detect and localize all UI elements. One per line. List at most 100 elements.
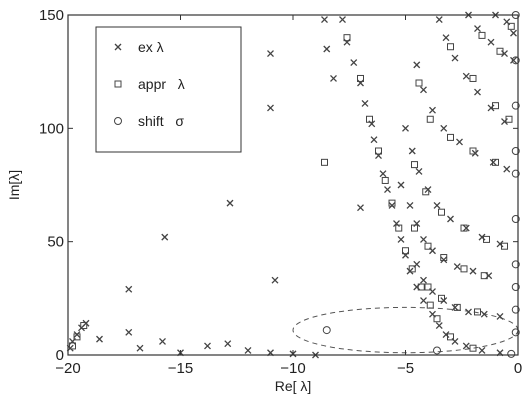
data-point-square <box>424 283 432 291</box>
data-point-x <box>429 247 436 255</box>
data-point-x <box>402 251 409 259</box>
data-point-x <box>406 201 414 209</box>
data-point-x <box>413 220 421 227</box>
data-point-square <box>453 303 461 311</box>
data-point-x <box>496 240 504 248</box>
data-point-square <box>69 342 76 350</box>
data-point-square <box>483 235 490 243</box>
data-point-x <box>267 104 274 112</box>
data-point-square <box>440 254 448 262</box>
data-point-square <box>492 102 499 110</box>
legend: ex λ appr λ shift σ <box>95 26 242 153</box>
data-point-x <box>96 335 103 343</box>
series-circle <box>322 11 520 358</box>
y-tick-label: 150 <box>39 7 64 24</box>
data-point-x <box>465 308 472 316</box>
data-point-square <box>447 43 454 51</box>
data-point-x <box>415 167 423 175</box>
data-point-x <box>469 267 477 275</box>
series-square <box>69 22 515 352</box>
data-point-square <box>408 265 416 273</box>
data-point-x <box>429 288 436 295</box>
x-tick-label: 0 <box>514 360 522 377</box>
data-point-square <box>460 265 468 273</box>
data-point-x <box>375 152 382 159</box>
data-point-circle <box>511 169 520 178</box>
data-point-x <box>339 16 346 23</box>
data-point-square <box>80 322 88 330</box>
data-point-x <box>440 297 448 305</box>
data-point-x <box>510 29 517 37</box>
data-point-square <box>426 301 434 309</box>
data-point-x <box>370 136 378 144</box>
data-point-x <box>330 75 337 82</box>
data-point-square <box>388 199 396 207</box>
data-point-x <box>478 347 486 354</box>
data-point-x <box>204 342 211 350</box>
data-point-x <box>496 313 504 320</box>
data-point-x <box>368 120 376 128</box>
data-point-circle <box>511 328 520 337</box>
x-tick-label: −20 <box>55 360 80 377</box>
data-point-x <box>397 181 405 189</box>
data-point-x <box>433 201 441 209</box>
data-point-square <box>501 242 508 250</box>
data-point-square <box>496 47 504 55</box>
data-point-x <box>440 124 448 132</box>
data-point-x <box>413 260 421 268</box>
data-point-x <box>440 256 448 264</box>
data-point-x <box>323 45 331 53</box>
data-point-circle <box>507 349 516 358</box>
y-axis-label: Im[λ] <box>6 170 22 200</box>
legend-marker-x <box>114 43 122 51</box>
data-point-circle <box>322 326 331 335</box>
x-axis-label: Re[ λ] <box>275 378 312 394</box>
data-point-x <box>485 272 493 280</box>
data-point-square <box>426 115 434 123</box>
data-point-x <box>350 59 358 67</box>
data-point-x <box>480 310 488 318</box>
data-point-x <box>474 25 481 33</box>
data-point-x <box>456 138 463 146</box>
data-point-x <box>451 303 459 311</box>
legend-marker-circle <box>114 117 122 125</box>
data-point-x <box>379 170 387 178</box>
data-point-square <box>469 147 477 155</box>
data-point-x <box>503 165 511 173</box>
data-point-square <box>469 344 477 352</box>
data-point-x <box>420 276 427 284</box>
data-point-x <box>406 267 414 275</box>
data-point-x <box>451 337 459 345</box>
data-point-square <box>415 79 423 87</box>
data-point-x <box>420 297 427 305</box>
data-point-circle <box>511 101 520 110</box>
data-point-circle <box>511 147 520 155</box>
data-point-square <box>366 115 373 123</box>
data-point-x <box>413 283 421 291</box>
data-point-square <box>474 308 481 316</box>
data-point-x <box>402 124 409 132</box>
data-point-x <box>478 233 486 241</box>
data-point-x <box>442 331 450 339</box>
data-point-square <box>460 224 468 232</box>
data-point-square <box>357 74 364 82</box>
data-point-x <box>451 54 459 62</box>
data-point-x <box>429 310 436 318</box>
data-point-x <box>487 104 495 112</box>
legend-marker-square <box>114 80 122 88</box>
data-point-x <box>384 186 391 193</box>
data-point-square <box>381 176 389 184</box>
data-point-x <box>503 18 511 26</box>
plot-area <box>66 11 520 359</box>
axes: −20 −15 −10 −5 0 0 50 100 150 Re[ λ] Im[λ] <box>6 7 522 394</box>
data-point-square <box>424 242 432 250</box>
data-point-x <box>244 347 252 354</box>
data-point-x <box>361 99 369 107</box>
data-point-x <box>408 147 416 155</box>
data-point-x <box>357 79 364 87</box>
data-point-x <box>435 322 443 329</box>
data-point-x <box>271 276 279 284</box>
data-point-x <box>413 61 421 69</box>
data-point-x <box>424 186 432 193</box>
x-tick-label: −5 <box>397 360 414 377</box>
